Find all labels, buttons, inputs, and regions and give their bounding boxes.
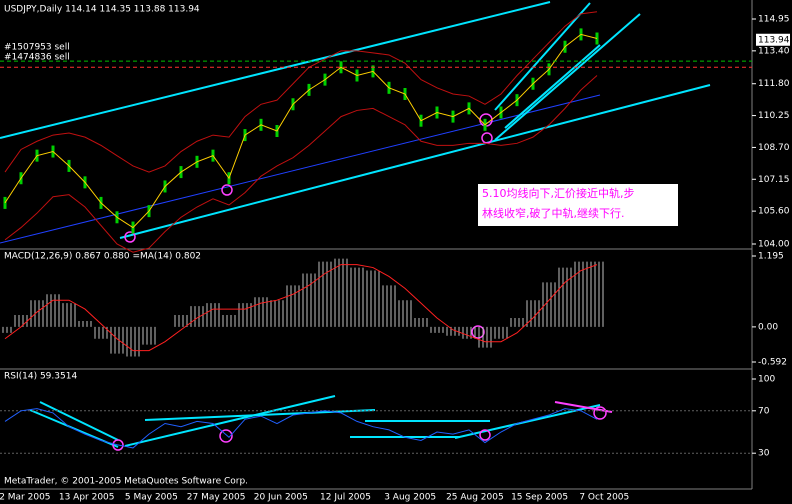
date-label: 27 May 2005 xyxy=(187,493,246,503)
macd-label: MACD(12,26,9) 0.867 0.880 =MA(14) 0.802 xyxy=(4,252,201,262)
date-label: 25 Aug 2005 xyxy=(446,493,504,503)
trendline xyxy=(554,401,613,413)
y-tick-label: 0.00 xyxy=(758,322,778,332)
y-tick-label: 114.95 xyxy=(758,15,790,25)
trendline xyxy=(494,13,641,141)
marker xyxy=(219,429,233,443)
trendline xyxy=(144,409,376,421)
marker xyxy=(124,231,136,243)
date-label: 3 Aug 2005 xyxy=(384,493,436,503)
y-tick-label: 111.80 xyxy=(758,79,790,89)
current-price-box xyxy=(756,33,790,46)
annotation-line: 5.10均线向下,汇价接近中轨,步 xyxy=(482,186,635,200)
rsi-line xyxy=(4,408,598,449)
trendline xyxy=(0,1,551,139)
marker xyxy=(112,439,124,451)
rsi-label: RSI(14) 59.3514 xyxy=(4,372,77,382)
marker xyxy=(221,184,233,196)
y-tick-label: 110.25 xyxy=(758,111,790,121)
date-label: 20 Jun 2005 xyxy=(254,493,308,503)
date-label: 22 Mar 2005 xyxy=(0,493,51,503)
date-label: 12 Jul 2005 xyxy=(320,493,371,503)
annotation-box xyxy=(478,184,678,226)
y-tick-label: 30 xyxy=(758,449,770,459)
upper-band xyxy=(4,11,598,173)
y-tick-label: 105.60 xyxy=(758,207,790,217)
current-price-label: 113.94 xyxy=(758,35,790,45)
marker xyxy=(479,429,491,441)
y-tick-label: 108.70 xyxy=(758,143,790,153)
order-label: #1507953 sell xyxy=(4,43,70,53)
trendline xyxy=(39,401,119,441)
lower-band xyxy=(4,75,598,253)
trendline xyxy=(119,84,711,239)
decorations xyxy=(0,0,753,490)
trendline xyxy=(504,44,601,129)
date-label: 15 Sep 2005 xyxy=(511,493,568,503)
y-tick-label: 70 xyxy=(758,406,770,416)
macd-signal xyxy=(4,264,598,352)
copyright: MetaTrader, © 2001-2005 MetaQuotes Softw… xyxy=(4,477,248,487)
date-label: 13 Apr 2005 xyxy=(59,493,115,503)
y-tick-label: -0.592 xyxy=(758,358,787,368)
price-line xyxy=(4,33,598,229)
order-label: #1474836 sell xyxy=(4,53,70,63)
marker xyxy=(593,406,607,420)
y-tick-label: 113.40 xyxy=(758,46,790,56)
y-tick-label: 100 xyxy=(758,375,775,385)
y-tick-label: 107.15 xyxy=(758,175,790,185)
marker xyxy=(471,325,485,339)
date-label: 7 Oct 2005 xyxy=(579,493,629,503)
window-title: USDJPY,Daily 114.14 114.35 113.88 113.94 xyxy=(4,5,200,15)
long-ma xyxy=(0,94,601,244)
marker xyxy=(481,132,493,144)
trendline xyxy=(494,2,591,111)
annotation-line: 林线收窄,破了中轨,继续下行. xyxy=(482,206,625,220)
trendline xyxy=(124,395,336,447)
y-tick-label: 104.00 xyxy=(758,240,790,250)
date-label: 5 May 2005 xyxy=(125,493,178,503)
y-tick-label: 1.195 xyxy=(758,252,784,262)
